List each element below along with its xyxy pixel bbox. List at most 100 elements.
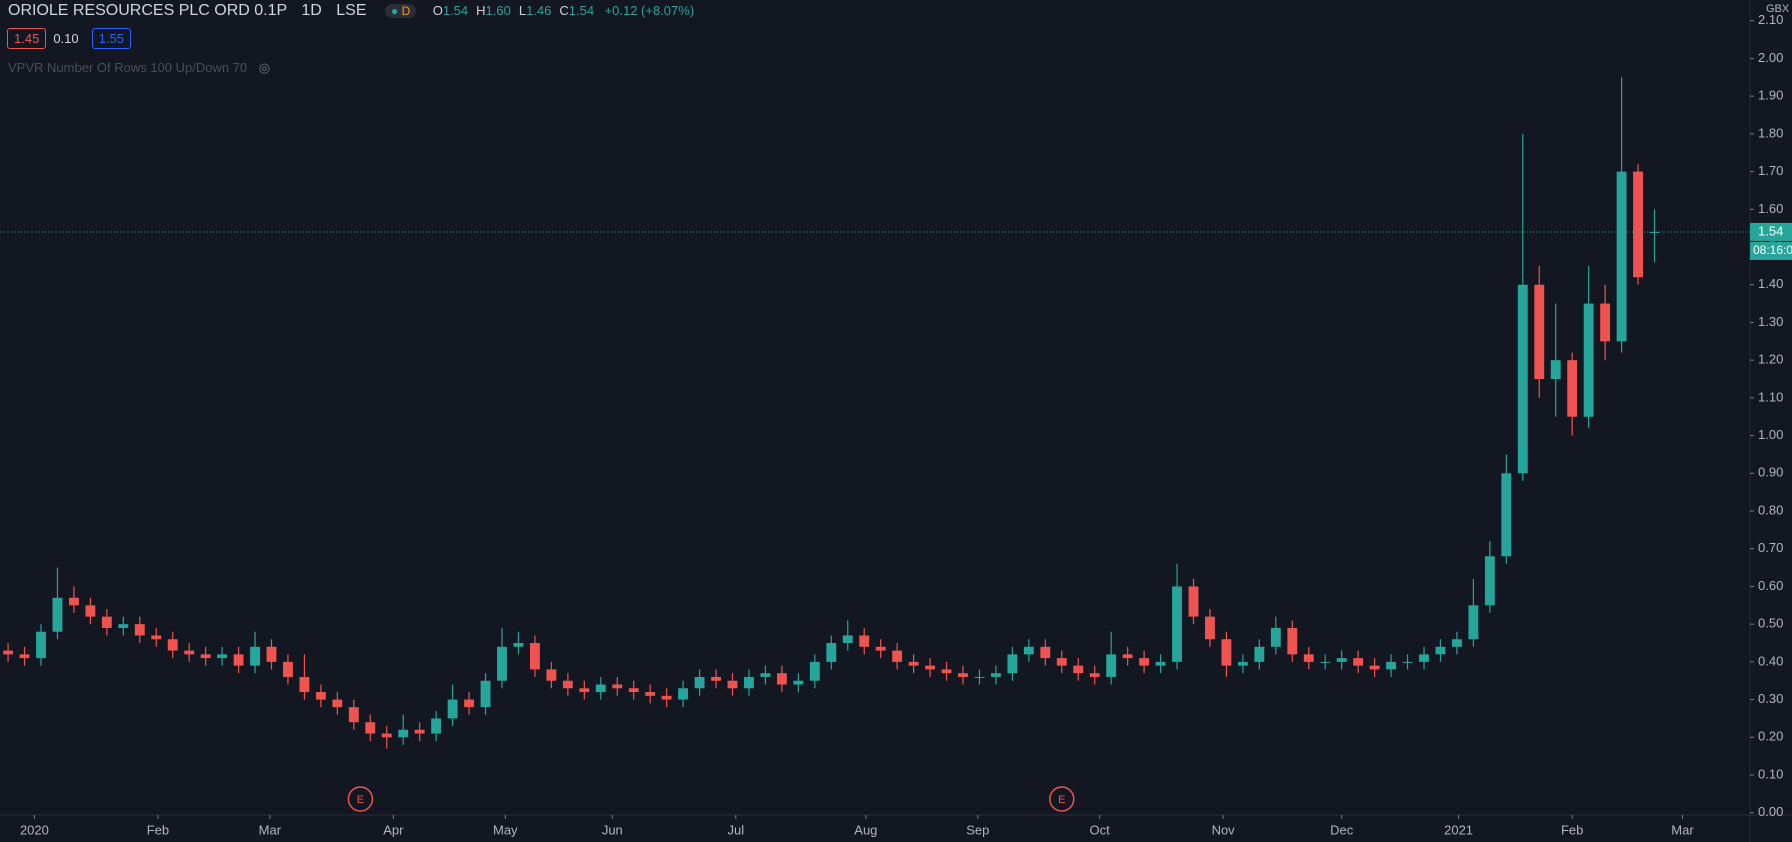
candle-body — [200, 654, 211, 659]
candle-body — [315, 692, 326, 700]
y-tick-label: 0.40 — [1758, 653, 1783, 668]
candle-body — [250, 646, 260, 666]
ohlc-key: L — [518, 3, 527, 18]
ohlc-value: 1.54 — [442, 3, 469, 18]
candle-body — [52, 597, 63, 632]
plot — [3, 77, 1660, 749]
candle-body — [101, 616, 112, 628]
candle-body — [1007, 654, 1018, 674]
candle-body — [1254, 646, 1265, 662]
y-tick-label: 2.10 — [1758, 12, 1783, 27]
change: +0.12 (+8.07%) — [604, 3, 695, 18]
y-tick-label: 0.60 — [1758, 578, 1783, 593]
candle-body — [513, 643, 524, 647]
status: D — [401, 4, 411, 18]
candle-body — [332, 699, 343, 708]
candle-body — [892, 650, 903, 662]
candle-body — [925, 665, 936, 670]
candle-body — [958, 673, 968, 677]
x-tick-label: Jul — [727, 822, 744, 837]
candle-body — [776, 673, 787, 685]
y-tick-label: 1.20 — [1758, 352, 1783, 367]
y-tick-label: 0.10 — [1758, 766, 1783, 781]
ask-badge[interactable]: 1.55 — [91, 28, 131, 49]
candle-body — [1501, 473, 1512, 557]
event-marker[interactable]: E — [1049, 786, 1075, 812]
candle-body — [283, 661, 293, 677]
candle-body — [1550, 360, 1561, 380]
event-label: E — [357, 794, 364, 806]
x-tick-label: Nov — [1212, 822, 1236, 837]
candle-body — [562, 680, 573, 689]
candle-body — [1353, 658, 1364, 666]
candle-body — [1534, 284, 1545, 380]
candle-body — [1600, 303, 1611, 342]
candle-body — [1320, 661, 1331, 663]
candle-body — [612, 684, 623, 689]
price-tag: 1.54 — [1758, 223, 1783, 238]
ohlc: O1.54 H1.60 L1.46 C1.54 — [433, 3, 594, 18]
header: ORIOLE RESOURCES PLC ORD 0.1P 1D LSE ● D… — [8, 2, 694, 20]
candle-body — [1040, 646, 1051, 659]
candle-body — [859, 635, 870, 647]
y-tick-label: 0.00 — [1758, 804, 1783, 819]
candle-body — [1616, 171, 1627, 342]
y-tick-label: 0.90 — [1758, 465, 1783, 480]
candle-body — [1287, 627, 1298, 655]
y-tick-label: 0.20 — [1758, 729, 1783, 744]
ohlc-value: 1.60 — [485, 3, 511, 18]
x-tick-label: Aug — [854, 822, 877, 837]
hide-icon[interactable]: ◎ — [258, 60, 271, 75]
candle-body — [661, 695, 672, 700]
candle-body — [842, 635, 853, 644]
candle-body — [1633, 171, 1643, 278]
candle-body — [299, 676, 310, 693]
candle-body — [1336, 658, 1347, 662]
countdown-bg — [1750, 241, 1792, 260]
candle-body — [3, 650, 14, 655]
event-marker[interactable]: E — [347, 786, 374, 812]
x-tick-label: Dec — [1330, 822, 1354, 837]
candle-body — [398, 729, 409, 738]
spread-badge: 0.10 — [53, 31, 79, 46]
candle-body — [1435, 646, 1446, 655]
candle-body — [85, 605, 96, 617]
candle-body — [497, 646, 507, 681]
candle-body — [1023, 646, 1034, 655]
candle-body — [36, 631, 46, 659]
candle-body — [1139, 658, 1150, 666]
candle-body — [1468, 605, 1479, 640]
countdown: 08:16:0 — [1753, 243, 1792, 257]
candle-body — [134, 624, 145, 636]
candle-body — [1419, 654, 1429, 662]
candle-body — [809, 661, 820, 681]
interval[interactable]: 1D — [301, 2, 322, 19]
candle-body — [727, 680, 738, 689]
candle-body — [1270, 627, 1281, 647]
bid-badge[interactable]: 1.45 — [7, 28, 47, 49]
x-tick-label: Jun — [602, 822, 623, 837]
candle-body — [184, 650, 195, 655]
x-tick-label: Oct — [1090, 822, 1111, 837]
candle-body — [1402, 661, 1413, 663]
candle-body — [645, 692, 656, 696]
candle-body — [875, 646, 886, 651]
candle-body — [990, 673, 1001, 677]
ohlc-key: C — [559, 3, 569, 18]
candle-body — [1451, 639, 1462, 647]
y-tick-label: 0.70 — [1758, 540, 1783, 555]
candle-body — [464, 699, 475, 708]
y-tick-label: 1.30 — [1758, 314, 1783, 329]
candle-body — [217, 654, 228, 659]
event-circle — [1049, 786, 1075, 812]
candle-body — [793, 680, 804, 685]
candle-body — [266, 646, 277, 662]
candle-body — [1155, 661, 1166, 666]
x-tick-label: Apr — [383, 822, 404, 837]
candle-body — [1386, 661, 1397, 670]
candle-body — [711, 676, 721, 681]
indicator-legend: VPVR Number Of Rows 100 Up/Down 70 ◎ — [8, 60, 270, 76]
event-circle — [347, 786, 374, 812]
